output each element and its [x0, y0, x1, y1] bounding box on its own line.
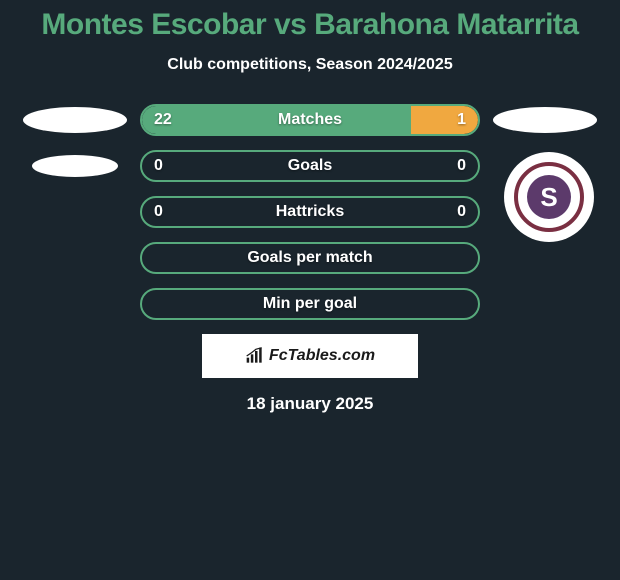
stat-label: Goals per match	[247, 249, 372, 267]
stat-pill: Goals per match	[140, 242, 480, 274]
stat-pill: 0 0 Goals	[140, 150, 480, 182]
stat-pill: Min per goal	[140, 288, 480, 320]
club-badge: S	[504, 152, 594, 242]
stat-value-right: 0	[457, 203, 466, 221]
player-marker-right	[493, 107, 597, 133]
comparison-card: Montes Escobar vs Barahona Matarrita Clu…	[0, 0, 620, 414]
club-badge-letter: S	[527, 175, 571, 219]
stat-label: Hattricks	[276, 203, 344, 221]
subtitle: Club competitions, Season 2024/2025	[0, 56, 620, 74]
stat-pill: 0 0 Hattricks	[140, 196, 480, 228]
right-slot	[480, 107, 610, 133]
stat-value-right: 1	[457, 111, 466, 129]
chart-icon	[245, 347, 265, 365]
stat-row: 22 1 Matches	[0, 104, 620, 136]
stat-row: Min per goal	[0, 288, 620, 320]
club-badge-ring: S	[514, 162, 584, 232]
fill-right	[411, 106, 478, 134]
page-title: Montes Escobar vs Barahona Matarrita	[0, 8, 620, 42]
stat-label: Min per goal	[263, 295, 357, 313]
stat-value-left: 0	[154, 157, 163, 175]
attribution-box[interactable]: FcTables.com	[202, 334, 418, 378]
left-slot	[10, 155, 140, 177]
stat-pill: 22 1 Matches	[140, 104, 480, 136]
stat-value-left: 22	[154, 111, 172, 129]
stat-value-left: 0	[154, 203, 163, 221]
stat-label: Goals	[288, 157, 332, 175]
fill-left	[142, 106, 411, 134]
snapshot-date: 18 january 2025	[0, 394, 620, 414]
left-slot	[10, 107, 140, 133]
stat-value-right: 0	[457, 157, 466, 175]
stats-block: 22 1 Matches 0 0 Goals 0 0 Hattricks Goals per ma…	[0, 104, 620, 320]
stat-row: Goals per match	[0, 242, 620, 274]
player-marker-left	[32, 155, 118, 177]
player-marker-left	[23, 107, 127, 133]
stat-label: Matches	[278, 111, 342, 129]
attribution-text: FcTables.com	[269, 347, 375, 365]
